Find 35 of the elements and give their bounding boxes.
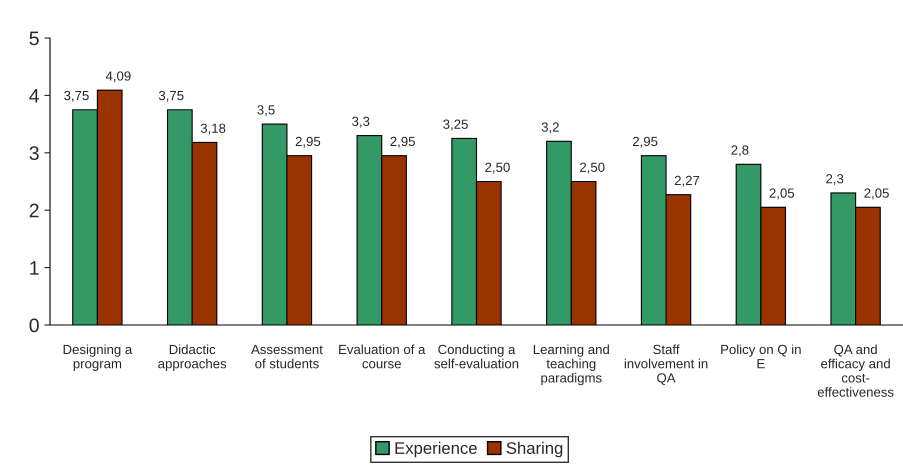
legend-label: Experience [396,442,477,458]
y-tick-label: 1 [30,261,39,275]
y-tick-label: 2 [30,204,39,218]
y-tick-label: 3 [30,146,39,160]
data-label: 3,75 [64,90,89,102]
legend-label: Sharing [506,442,562,458]
x-tick-label: Evaluation of a course [339,344,426,368]
data-label: 2,05 [864,188,889,200]
data-label: 3,25 [443,120,468,130]
x-tick-label: Staff involvement in QA [624,344,708,385]
y-tick-label: 5 [30,32,39,46]
data-label: 2,3 [826,174,844,185]
data-label: 2,27 [674,176,700,187]
data-label: 2,95 [296,136,320,148]
x-tick-label: Policy on Q in E [721,344,801,368]
x-tick-label: Conducting a self-evaluation [434,344,518,368]
data-label: 3,75 [158,90,184,102]
y-tick-label: 0 [30,318,39,332]
data-label: 2,95 [390,136,415,148]
data-label: 3,3 [352,116,370,128]
y-tick-label: 4 [29,89,40,102]
data-label: 2,95 [632,136,658,148]
x-tick-label: Didactic approaches [158,344,226,371]
data-label: 3,2 [542,122,559,134]
data-label: 2,50 [485,162,510,174]
data-label: 3,18 [200,124,226,134]
x-tick-label: Designing a program [64,344,132,371]
data-label: 2,50 [580,162,605,174]
data-label: 2,8 [731,145,748,156]
x-tick-label: Assessment of students [251,344,323,368]
data-label: 4,09 [106,71,131,82]
x-tick-label: QA and efficacy and cost- effectiveness [818,344,894,397]
x-tick-label: Learning and teaching paradigms [534,344,609,386]
data-label: 3,5 [257,105,275,116]
data-label: 2,05 [770,188,794,200]
